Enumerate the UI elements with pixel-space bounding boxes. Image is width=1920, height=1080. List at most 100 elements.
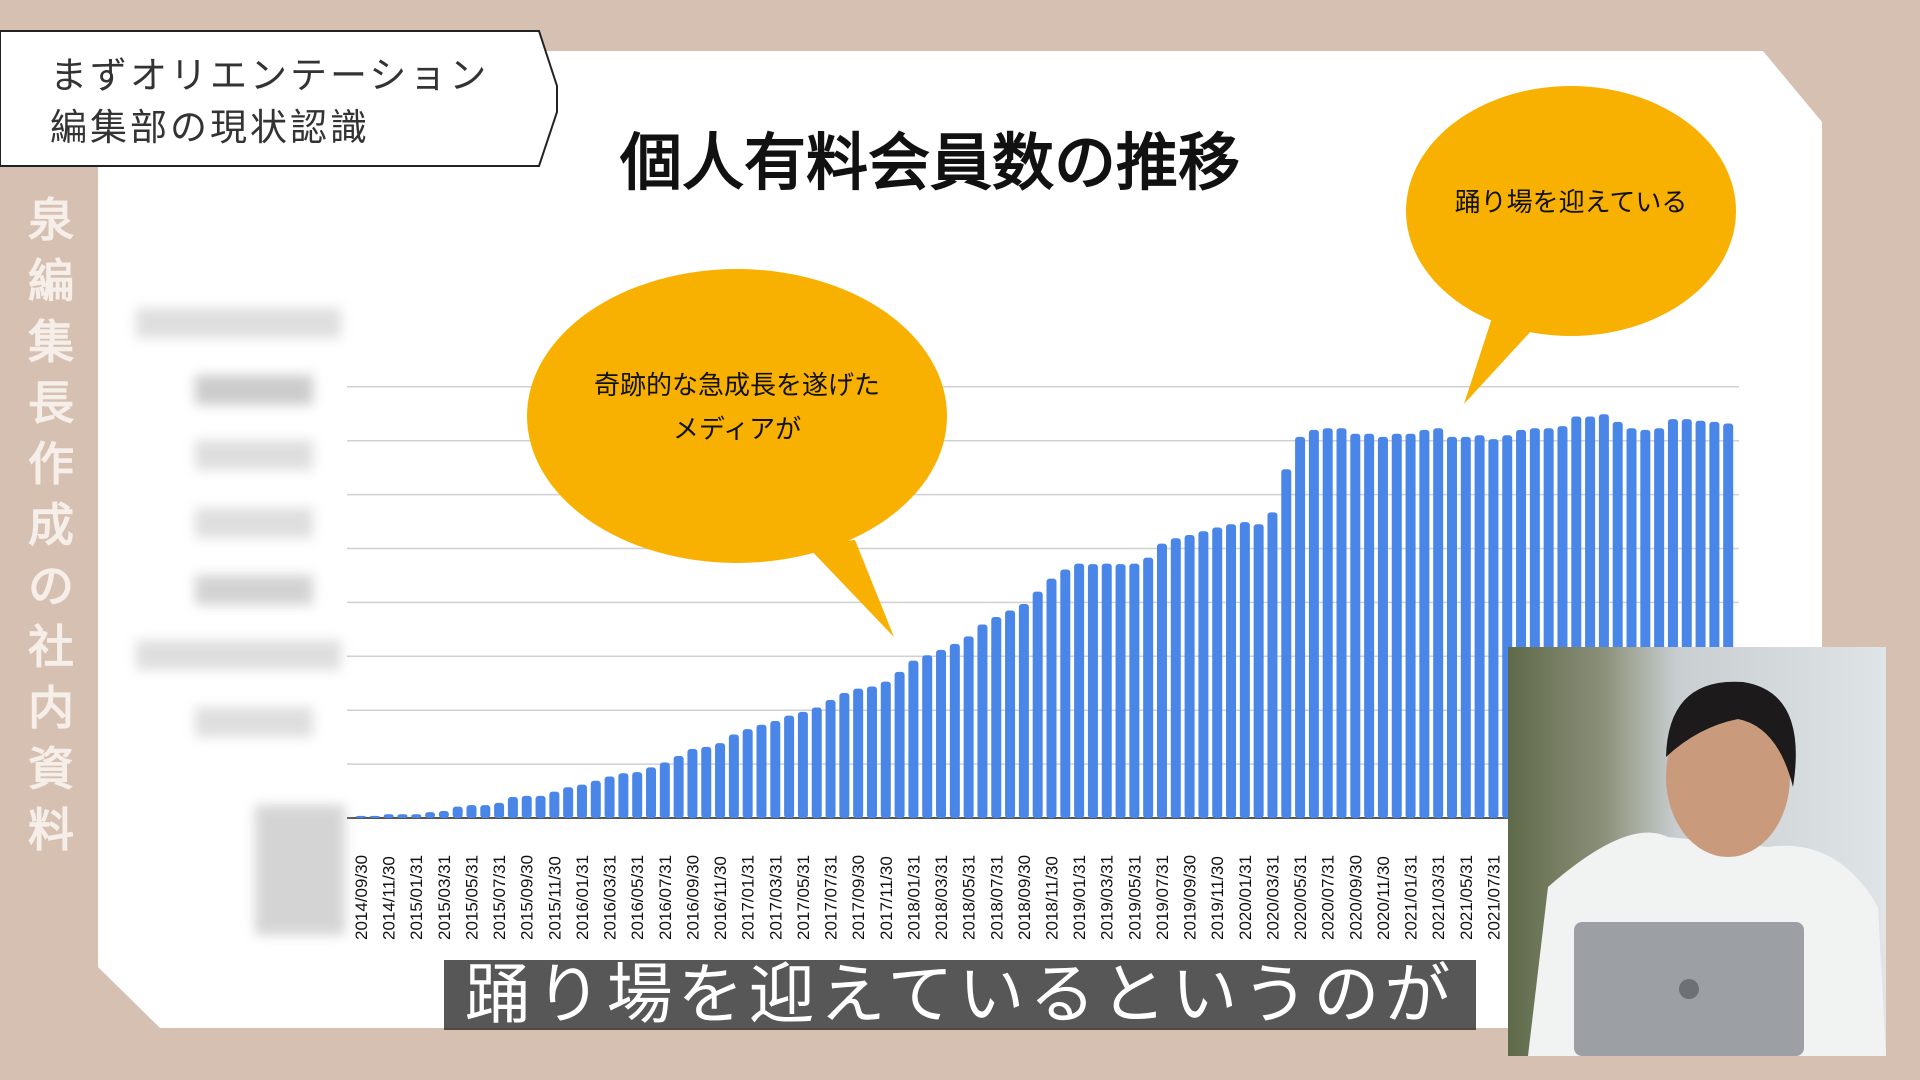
bar (1129, 563, 1140, 818)
x-tick-label: 2021/05/31 (1457, 855, 1476, 940)
bar (1239, 522, 1250, 818)
bubble-growth (527, 269, 947, 637)
bar (1005, 610, 1016, 818)
bar (756, 724, 767, 818)
bar (1474, 435, 1485, 818)
video-subtitle: 踊り場を迎えているというのが (444, 960, 1476, 1030)
bar (1377, 436, 1388, 818)
bar (1074, 563, 1085, 818)
side-label-char: 作 (28, 437, 74, 491)
x-tick-label: 2020/05/31 (1291, 855, 1310, 940)
bar (466, 805, 477, 818)
bar (1446, 436, 1457, 818)
bar (1350, 433, 1361, 818)
side-label-char: 資 (28, 742, 74, 796)
bar (1267, 512, 1278, 818)
presenter-video (1528, 681, 1886, 1056)
x-tick-label: 2015/11/30 (545, 856, 564, 940)
bar (1212, 527, 1223, 818)
x-tick-label: 2020/11/30 (1374, 856, 1393, 940)
x-tick-label: 2015/01/31 (407, 855, 426, 940)
x-tick-label: 2019/01/31 (1070, 855, 1089, 940)
bar (1336, 428, 1347, 818)
bubble-growth-line1: 奇跡的な急成長を遂げた (593, 371, 880, 401)
bar (563, 787, 574, 818)
x-tick-label: 2019/07/31 (1153, 855, 1172, 940)
bar (1115, 564, 1126, 818)
x-tick-label: 2015/07/31 (490, 855, 509, 940)
bar (535, 795, 546, 818)
x-tick-label: 2018/11/30 (1043, 856, 1062, 940)
x-tick-label: 2021/07/31 (1484, 855, 1503, 940)
x-tick-label: 2017/09/30 (849, 855, 868, 940)
side-label-char: 料 (28, 803, 74, 857)
bar (1198, 531, 1209, 818)
x-tick-label: 2019/05/31 (1125, 855, 1144, 940)
bar (425, 812, 436, 818)
bubble-growth-line2: メディアが (672, 415, 802, 445)
side-label-char: 社 (28, 620, 74, 674)
bar (549, 791, 560, 818)
side-label-char: 内 (28, 681, 74, 735)
bubble-plateau-text: 踊り場を迎えている (1454, 188, 1688, 218)
x-tick-label: 2020/03/31 (1263, 855, 1282, 940)
bar (452, 806, 463, 818)
bar (853, 688, 864, 818)
bar (1156, 543, 1167, 818)
x-tick-label: 2017/01/31 (739, 855, 758, 940)
slide-panel (98, 51, 1822, 1028)
bar (908, 660, 919, 818)
bar (922, 655, 933, 818)
bubble-growth-text: 奇跡的な急成長を遂げた メディアが (537, 364, 937, 452)
bar (742, 729, 753, 818)
bar (507, 796, 518, 818)
x-tick-label: 2015/09/30 (518, 855, 537, 940)
x-tick-label: 2018/05/31 (960, 855, 979, 940)
bar (991, 616, 1002, 818)
bar (1281, 469, 1292, 818)
side-label-char: 長 (28, 376, 74, 430)
x-tick-label: 2017/11/30 (877, 856, 896, 940)
chart-bars (356, 414, 1734, 818)
bar (1460, 436, 1471, 818)
bar (1295, 436, 1306, 818)
x-tick-label: 2020/01/31 (1236, 855, 1255, 940)
x-tick-label: 2019/03/31 (1098, 855, 1117, 940)
bar (646, 767, 657, 818)
x-tick-label: 2018/01/31 (904, 855, 923, 940)
bar (977, 624, 988, 818)
x-tick-label: 2018/09/30 (1015, 855, 1034, 940)
x-tick-label: 2016/03/31 (601, 855, 620, 940)
bar (438, 810, 449, 818)
bar (618, 773, 629, 818)
bar (604, 776, 615, 818)
x-tick-label: 2021/01/31 (1402, 855, 1421, 940)
bar (369, 815, 380, 818)
x-tick-label: 2018/03/31 (932, 855, 951, 940)
header-box (0, 30, 558, 167)
bar (1488, 439, 1499, 818)
bar (1143, 557, 1154, 818)
x-tick-label: 2016/01/31 (573, 855, 592, 940)
bar (1087, 564, 1098, 818)
x-tick-label: 2015/05/31 (462, 855, 481, 940)
apple-logo-icon (1679, 979, 1699, 999)
bar (1032, 591, 1043, 818)
x-tick-label: 2016/09/30 (683, 855, 702, 940)
bar (728, 734, 739, 818)
bar (1433, 428, 1444, 818)
bar (590, 780, 601, 818)
section-header: まずオリエンテーション 編集部の現状認識 (50, 50, 489, 154)
x-tick-label: 2020/07/31 (1319, 855, 1338, 940)
bar (1364, 433, 1375, 818)
bar (1322, 428, 1333, 818)
bar (963, 636, 974, 818)
presenter-head (1666, 697, 1790, 857)
x-tick-label: 2017/07/31 (822, 855, 841, 940)
bar (383, 814, 394, 818)
bar (1101, 563, 1112, 818)
bar (1253, 524, 1264, 818)
bar (1405, 433, 1416, 818)
bar (1046, 578, 1057, 818)
